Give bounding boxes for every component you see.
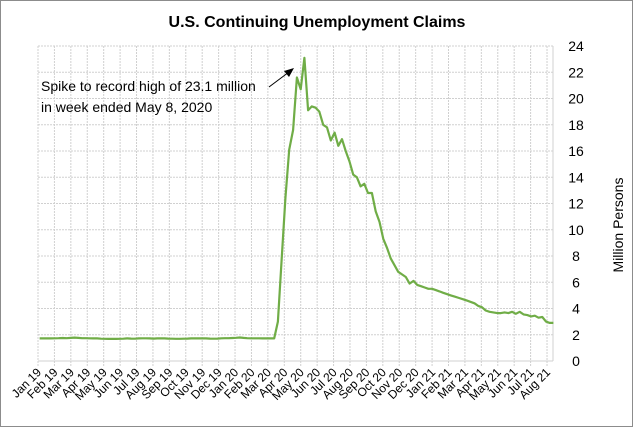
- y-tick-label: 18: [568, 117, 584, 133]
- y-tick-label: 0: [572, 353, 580, 369]
- annotation-line-2: in week ended May 8, 2020: [41, 99, 212, 115]
- y-tick-label: 22: [568, 64, 584, 80]
- y-tick-label: 20: [568, 91, 584, 107]
- y-tick-label: 24: [568, 38, 584, 54]
- y-tick-label: 6: [572, 274, 580, 290]
- series-line: [39, 56, 554, 340]
- y-tick-label: 16: [568, 143, 584, 159]
- y-tick-label: 4: [572, 301, 580, 317]
- y-axis-title: Million Persons: [610, 178, 626, 273]
- y-tick-label: 2: [572, 327, 580, 343]
- annotation-arrow: [268, 68, 294, 88]
- chart-title: U.S. Continuing Unemployment Claims: [169, 14, 466, 31]
- y-tick-label: 12: [568, 196, 584, 212]
- y-tick-label: 8: [572, 248, 580, 264]
- y-tick-label: 14: [568, 169, 584, 185]
- annotation-line-1: Spike to record high of 23.1 million: [41, 78, 256, 94]
- data-points: [39, 57, 554, 339]
- y-tick-label: 10: [568, 222, 584, 238]
